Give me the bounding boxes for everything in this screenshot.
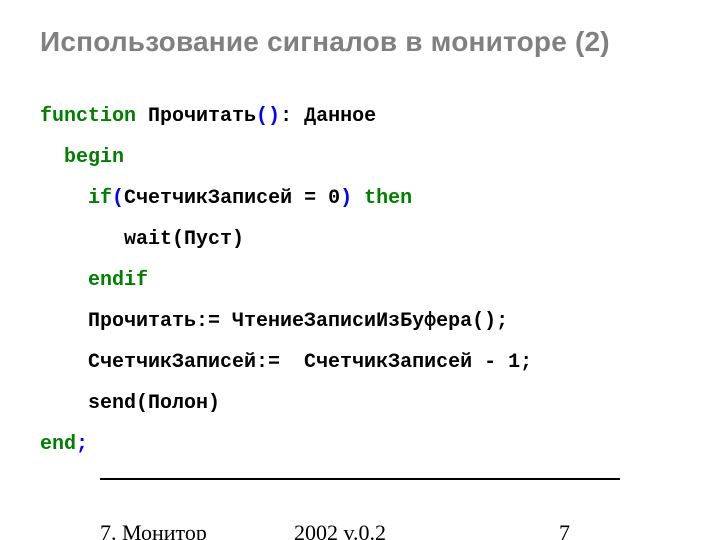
kw-endif: endif — [88, 269, 148, 292]
paren-open: ( — [112, 187, 124, 210]
kw-if: if — [88, 187, 112, 210]
end-semicolon: ; — [76, 433, 88, 456]
slide: Использование сигналов в мониторе (2) fu… — [0, 0, 720, 540]
assign-read: Прочитать:= ЧтениеЗаписиИзБуфера(); — [88, 310, 508, 333]
fn-name: Прочитать — [136, 105, 256, 128]
footer-rule — [100, 478, 620, 480]
cond-body: СчетчикЗаписей = 0 — [124, 187, 340, 210]
paren-close: ) — [340, 187, 352, 210]
slide-title: Использование сигналов в мониторе (2) — [40, 26, 680, 58]
code-block: function Прочитать(): Данное begin if(Сч… — [40, 96, 680, 465]
kw-function: function — [40, 105, 136, 128]
footer-center: 2002 v.0.2 — [0, 520, 720, 540]
footer-center-text: 2002 v.0.2 — [294, 520, 386, 540]
kw-begin: begin — [64, 146, 124, 169]
kw-end: end — [40, 433, 76, 456]
footer-page-number: 7 — [559, 520, 570, 540]
wait-call: wait(Пуст) — [124, 228, 244, 251]
paren-empty: () — [256, 105, 280, 128]
send-call: send(Полон) — [88, 392, 220, 415]
assign-counter: СчетчикЗаписей:= СчетчикЗаписей - 1; — [88, 351, 532, 374]
return-type: : Данное — [280, 105, 376, 128]
kw-then: then — [364, 187, 412, 210]
